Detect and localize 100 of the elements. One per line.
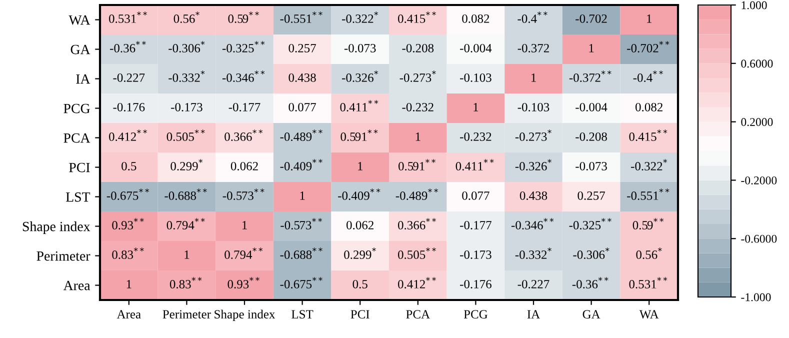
- data-label: -0.325$^{**}$: [569, 218, 612, 230]
- data-label: 0.438: [288, 73, 316, 82]
- data-label: -0.573$^{**}$: [280, 218, 322, 230]
- data-label: 0.505$^{**}$: [398, 248, 436, 259]
- data-label: -0.332$^{*}$: [168, 70, 205, 82]
- data-label: -0.551$^{**}$: [627, 188, 670, 200]
- data-label: -0.326$^{*}$: [342, 70, 378, 82]
- data-label: 0.366$^{**}$: [398, 218, 436, 230]
- data-label: 0.257: [578, 191, 606, 200]
- data-label: -0.232: [402, 102, 434, 112]
- data-label: 0.5: [122, 162, 136, 170]
- data-label: 0.412$^{**}$: [398, 277, 436, 288]
- data-label: -0.4$^{**}$: [633, 70, 663, 82]
- color-bar-label: -1.000: [741, 293, 771, 302]
- data-label: -0.409$^{**}$: [338, 188, 380, 200]
- data-label: 0.591$^{**}$: [398, 159, 436, 170]
- x-tick-label: PCI: [350, 310, 370, 319]
- data-label: -0.177: [228, 102, 260, 112]
- y-tick-label: PCI: [69, 162, 90, 172]
- data-label: -0.273$^{*}$: [515, 130, 552, 141]
- y-tick-label: GA: [70, 44, 90, 54]
- data-label: 1: [416, 132, 420, 141]
- data-label: 0.56$^{*}$: [174, 12, 200, 23]
- data-label: 0.082: [636, 102, 662, 112]
- data-label: 1: [358, 162, 362, 170]
- data-label: -0.073: [344, 44, 376, 52]
- data-label: 0.5: [352, 280, 368, 288]
- color-bar-label: 0.2000: [741, 118, 773, 126]
- data-label: 1: [531, 74, 536, 82]
- data-label: 0.299$^{*}$: [170, 159, 203, 170]
- data-label: -0.177: [460, 220, 492, 230]
- data-label: 0.59$^{**}$: [228, 12, 259, 23]
- x-tick-label: Shape index: [214, 310, 276, 322]
- data-label: -0.208: [576, 132, 607, 141]
- data-label: 1: [300, 192, 305, 200]
- data-label: -0.322$^{*}$: [342, 12, 378, 23]
- x-tick-label: PCG: [464, 310, 488, 319]
- data-label: 0.077: [288, 102, 316, 112]
- data-label: 0.93$^{**}$: [112, 218, 144, 230]
- data-label: 0.077: [462, 191, 490, 200]
- x-tick-label: LST: [292, 310, 314, 319]
- data-label: 1: [589, 44, 594, 52]
- data-label: 0.415$^{**}$: [629, 130, 668, 141]
- data-label: -0.36$^{**}$: [572, 277, 608, 288]
- y-tick-label: Shape index: [22, 221, 90, 234]
- x-tick-label: WA: [639, 310, 659, 319]
- x-tick-label: PCA: [406, 310, 430, 319]
- data-label: -0.322$^{*}$: [631, 159, 668, 170]
- data-label: 0.299$^{*}$: [344, 248, 376, 259]
- data-label: 1: [184, 250, 190, 259]
- color-bar-label: -0.6000: [741, 234, 777, 243]
- data-label: -0.409$^{**}$: [280, 159, 322, 170]
- data-label: 0.531$^{**}$: [109, 12, 147, 23]
- x-tick-label: Perimeter: [162, 310, 211, 319]
- data-label: 1: [126, 280, 132, 288]
- data-label: 0.794$^{**}$: [166, 218, 205, 230]
- data-label: -0.688$^{**}$: [164, 188, 207, 200]
- data-label: 0.83$^{**}$: [112, 248, 144, 259]
- data-label: -0.675$^{**}$: [106, 188, 149, 200]
- data-label: 0.366$^{**}$: [224, 130, 263, 141]
- data-label: -0.004: [460, 44, 492, 52]
- x-tick-label: IA: [527, 310, 540, 318]
- data-label: 0.93$^{**}$: [228, 277, 260, 288]
- x-tick-label: GA: [582, 310, 600, 319]
- data-label: -0.36$^{**}$: [110, 41, 146, 52]
- data-label: 0.062: [346, 220, 374, 230]
- data-label: -0.103: [518, 102, 550, 112]
- data-label: -0.306$^{*}$: [573, 248, 610, 259]
- y-tick-label: Perimeter: [36, 251, 90, 261]
- data-label: -0.173: [460, 250, 492, 259]
- data-label: -0.573$^{**}$: [222, 188, 264, 200]
- data-label: 0.438: [520, 191, 548, 200]
- color-bar-label: 1.000: [742, 1, 767, 10]
- data-label: -0.073: [576, 162, 607, 170]
- data-label: -0.306$^{*}$: [168, 41, 205, 52]
- data-label: -0.103: [460, 73, 492, 82]
- data-label: -0.346$^{**}$: [511, 218, 554, 230]
- data-label: 1: [647, 14, 652, 23]
- data-label: 0.082: [462, 14, 490, 23]
- data-label: -0.551$^{**}$: [280, 12, 322, 23]
- data-label: -0.273$^{*}$: [400, 70, 436, 82]
- data-label: -0.325$^{**}$: [222, 41, 265, 52]
- color-bar-label: 0.6000: [741, 60, 773, 68]
- data-label: 0.505$^{**}$: [166, 130, 205, 141]
- data-label: 0.411$^{**}$: [340, 100, 378, 112]
- data-label: -0.332$^{*}$: [515, 248, 552, 259]
- x-tick-label: Area: [116, 310, 141, 319]
- y-tick-label: IA: [76, 74, 90, 84]
- data-label: -0.227: [518, 280, 550, 288]
- data-label: -0.176: [460, 280, 492, 288]
- data-label: -0.173: [171, 102, 202, 112]
- data-label: -0.489$^{**}$: [280, 130, 322, 141]
- data-label: 0.59$^{**}$: [632, 218, 664, 230]
- y-tick-label: LST: [66, 192, 90, 202]
- data-label: 0.062: [230, 162, 258, 170]
- data-label: 0.83$^{**}$: [170, 277, 202, 288]
- data-label: -0.326$^{*}$: [515, 159, 552, 170]
- data-label: -0.232: [460, 132, 492, 141]
- data-label: -0.227: [113, 73, 145, 82]
- data-label: 0.411$^{**}$: [456, 159, 494, 170]
